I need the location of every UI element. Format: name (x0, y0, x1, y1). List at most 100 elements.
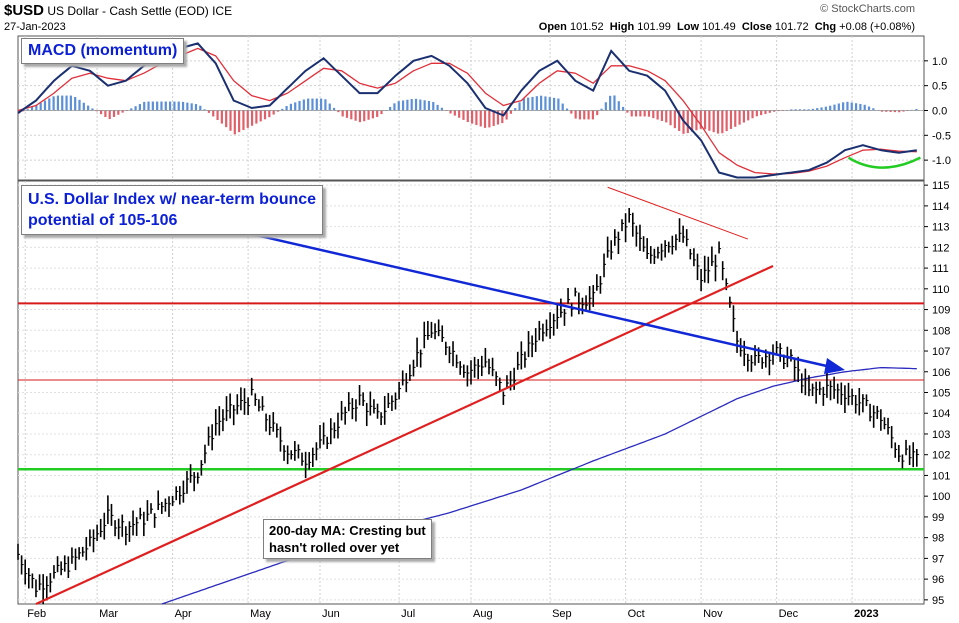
macd-histogram-bar (859, 103, 862, 111)
chart-title: $USD US Dollar - Cash Settle (EOD) ICE (4, 2, 232, 19)
macd-histogram-bar (65, 95, 68, 111)
macd-histogram-bar (565, 108, 569, 111)
price-y-tick-label: 109 (932, 305, 950, 317)
macd-histogram-bar (376, 110, 379, 117)
chg-value: +0.08 (+0.08%) (839, 21, 915, 33)
macd-y-tick-label: 0.0 (932, 105, 947, 117)
macd-histogram-bar (380, 110, 383, 115)
macd-histogram-bar (341, 110, 344, 117)
macd-histogram-bar (725, 110, 728, 132)
macd-histogram-bar (574, 110, 577, 119)
close-label: Close (741, 21, 772, 33)
macd-histogram-bar (432, 102, 435, 111)
macd-title-box: MACD (momentum) (21, 38, 185, 64)
macd-histogram-bar (99, 110, 103, 115)
macd-y-tick-label: -0.5 (932, 130, 951, 142)
macd-histogram-bar (22, 110, 25, 112)
macd-histogram-bar (74, 97, 77, 111)
macd-histogram-bar (138, 104, 141, 111)
macd-histogram-bar (173, 101, 176, 111)
macd-histogram-bar (367, 110, 370, 120)
price-y-tick-label: 115 (932, 180, 950, 192)
macd-histogram-bar (634, 110, 638, 117)
macd-histogram-bar (820, 107, 823, 111)
price-y-tick-label: 101 (932, 470, 950, 482)
macd-histogram-bar (397, 101, 400, 111)
price-y-tick-label: 104 (932, 408, 950, 420)
macd-histogram-bar (294, 102, 297, 111)
macd-histogram-bar (656, 110, 659, 120)
x-tick-label: 2023 (854, 608, 878, 620)
macd-histogram-bar (691, 110, 694, 132)
macd-histogram-bar (48, 98, 51, 111)
macd-histogram-bar (678, 110, 681, 131)
macd-y-tick-label: 1.0 (932, 56, 947, 68)
macd-histogram-bar (181, 101, 185, 111)
macd-histogram-bar (885, 110, 888, 112)
macd-histogram-bar (695, 110, 698, 131)
macd-histogram-bar (915, 108, 918, 111)
macd-histogram-bar (220, 110, 223, 124)
macd-histogram-bar (39, 102, 42, 111)
price-y-tick-label: 99 (932, 512, 944, 524)
macd-histogram-bar (854, 103, 858, 111)
macd-histogram-bar (842, 102, 845, 111)
macd-histogram-bar (289, 103, 292, 111)
macd-histogram-bar (893, 110, 896, 113)
macd-histogram-bar (708, 110, 711, 131)
macd-histogram-bar (371, 110, 374, 119)
macd-histogram-bar (755, 110, 758, 117)
low-label: Low (677, 21, 700, 33)
macd-histogram-bar (557, 98, 560, 111)
macd-histogram-bar (263, 110, 267, 120)
macd-histogram-bar (479, 110, 482, 127)
price-title-box: U.S. Dollar Index w/ near-term bounce po… (21, 185, 324, 235)
macd-histogram-bar (233, 110, 236, 135)
price-y-tick-label: 97 (932, 553, 944, 565)
macd-histogram-bar (570, 110, 573, 114)
macd-histogram-bar (721, 110, 724, 134)
macd-y-tick-label: -1.0 (932, 155, 951, 167)
macd-histogram-bar (898, 110, 901, 113)
macd-histogram-bar (729, 110, 733, 129)
macd-histogram-bar (863, 104, 866, 111)
x-tick-label: Mar (99, 608, 118, 620)
macd-histogram-bar (298, 100, 301, 111)
macd-histogram-bar (867, 106, 871, 111)
macd-histogram-bar (639, 110, 642, 117)
brand-link[interactable]: © StockCharts.com (820, 3, 915, 15)
open-label: Open (538, 21, 567, 33)
macd-histogram-bar (246, 110, 249, 128)
macd-histogram-bar (238, 110, 241, 133)
macd-histogram-bar (850, 102, 853, 111)
macd-histogram-bar (225, 110, 228, 128)
ohlc-readout: Open 101.52 High 101.99 Low 101.49 Close… (539, 21, 915, 33)
macd-histogram-bar (458, 110, 461, 118)
macd-histogram-bar (358, 110, 362, 123)
macd-histogram-bar (427, 100, 431, 111)
macd-histogram-bar (647, 110, 651, 117)
x-tick-label: Oct (628, 608, 645, 620)
ma-note-line2: hasn't rolled over yet (269, 540, 400, 555)
macd-histogram-bar (207, 110, 211, 113)
macd-histogram-bar (436, 104, 439, 111)
macd-histogram-bar (626, 110, 629, 113)
exchange: ICE (212, 4, 233, 18)
x-tick-label: Jun (322, 608, 340, 620)
macd-histogram-bar (186, 102, 189, 111)
macd-histogram-bar (143, 101, 146, 111)
macd-histogram-bar (764, 110, 767, 114)
macd-histogram-bar (816, 108, 819, 111)
macd-histogram-bar (350, 110, 353, 120)
macd-histogram-bar (699, 110, 702, 129)
macd-histogram-bar (43, 100, 47, 111)
chart-date: 27-Jan-2023 (4, 21, 66, 33)
macd-histogram-bar (552, 97, 556, 111)
macd-histogram-bar (673, 110, 676, 129)
macd-histogram-bar (514, 108, 517, 111)
x-tick-label: Dec (779, 608, 799, 620)
macd-histogram-bar (527, 97, 530, 111)
macd-histogram-bar (872, 108, 875, 111)
x-tick-label: Aug (473, 608, 493, 620)
